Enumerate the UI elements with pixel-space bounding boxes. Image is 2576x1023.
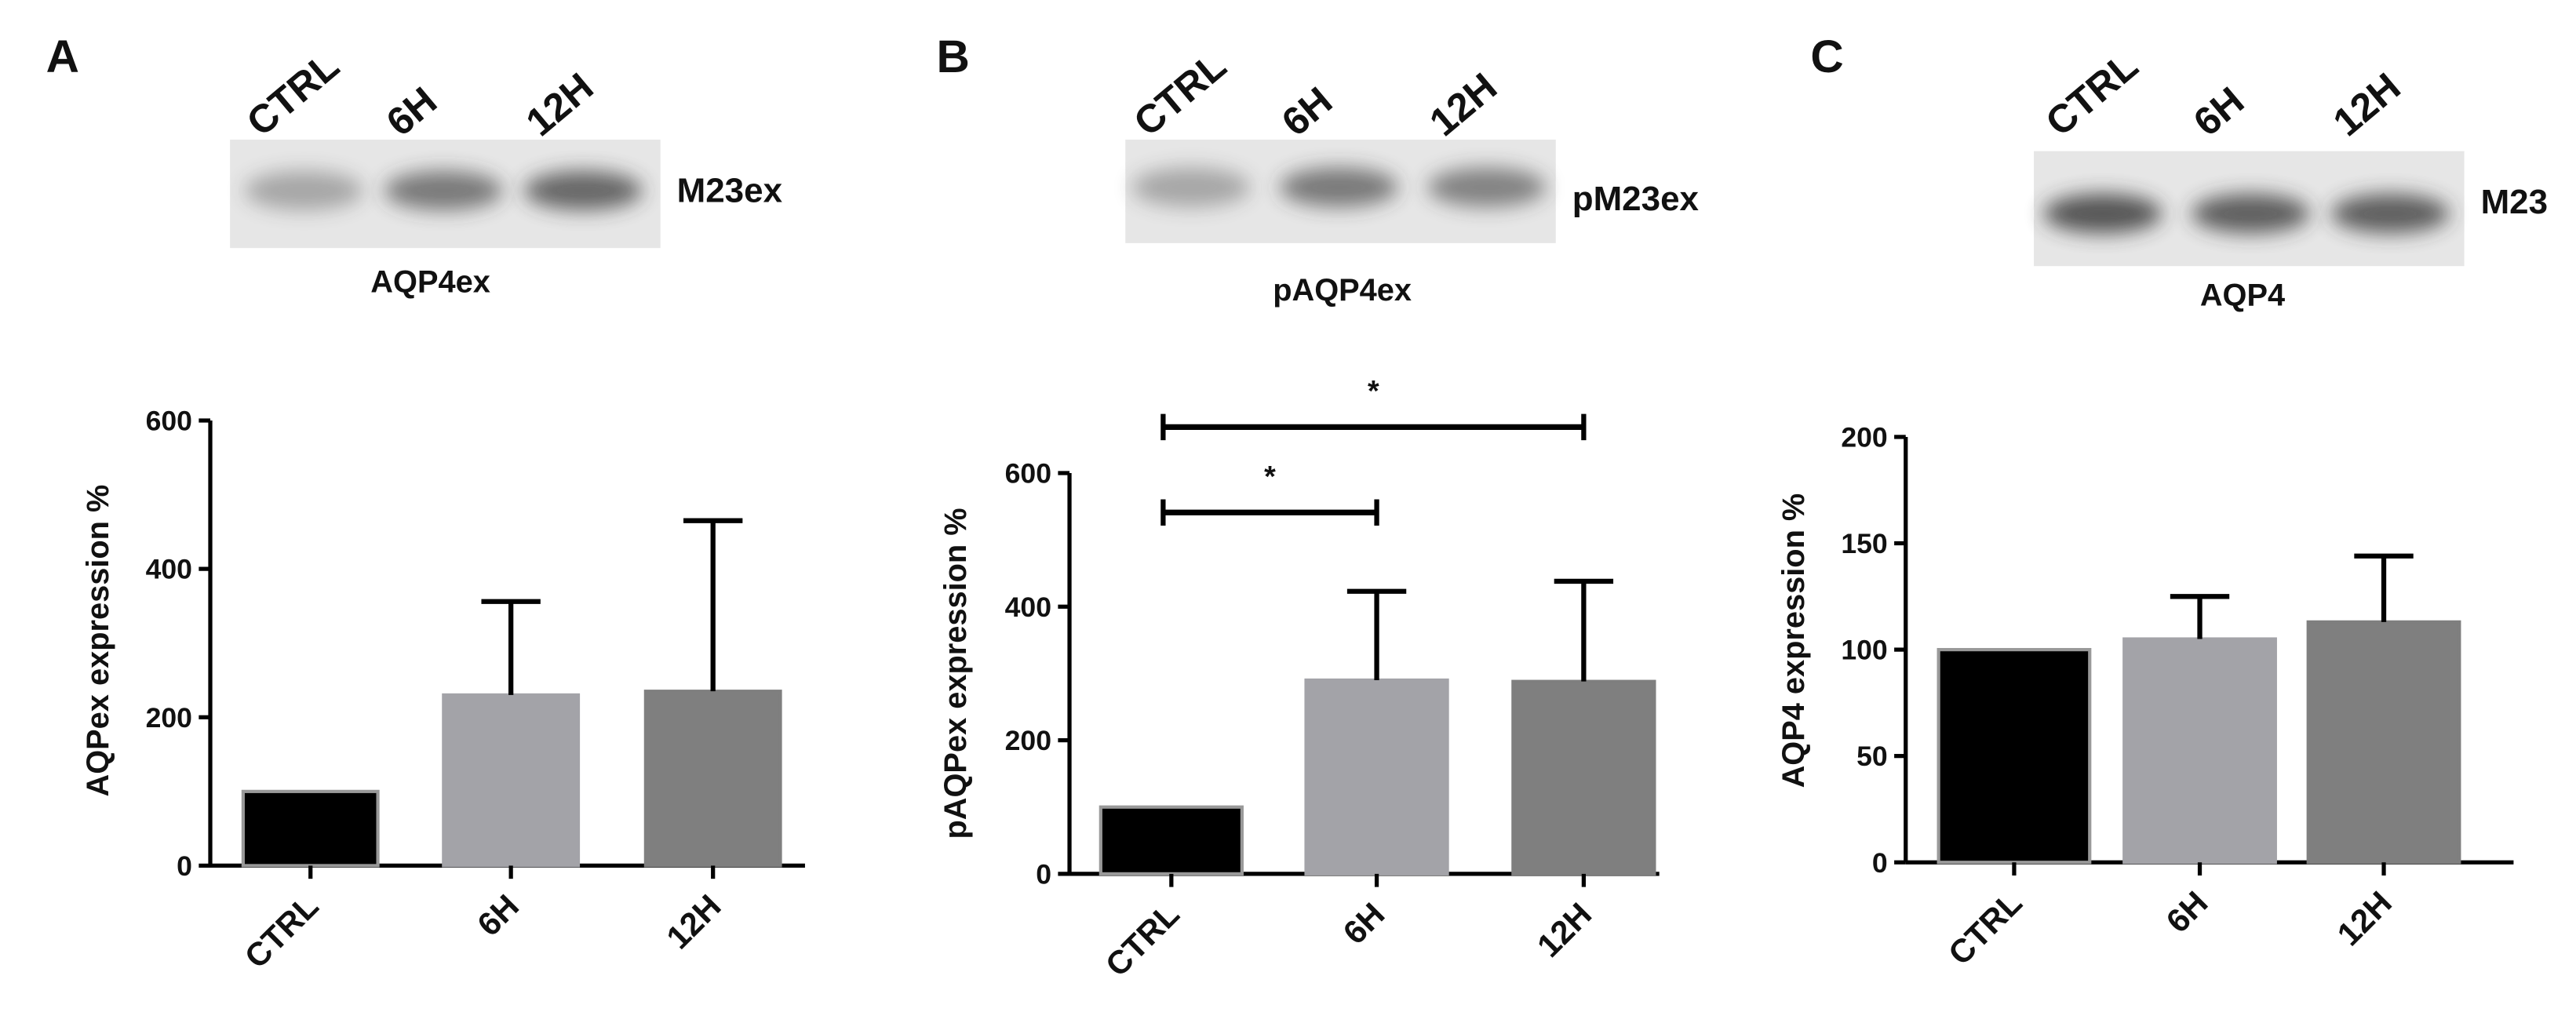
y-tick-label: 0 xyxy=(1872,847,1888,879)
lane-label: 6H xyxy=(378,78,445,144)
y-tick-label: 50 xyxy=(1856,741,1888,772)
blot-band xyxy=(523,170,643,211)
significance-label: * xyxy=(1368,374,1379,407)
y-tick-label: 400 xyxy=(146,554,192,585)
y-axis-label: pAQPex expression % xyxy=(938,508,973,839)
lane-label: CTRL xyxy=(2038,43,2147,144)
y-tick-label: 200 xyxy=(1005,725,1051,756)
x-tick-label: CTRL xyxy=(1099,895,1186,983)
x-tick-label: 12H xyxy=(1530,895,1599,964)
lane-label: 12H xyxy=(1421,64,1505,144)
bar xyxy=(1511,679,1656,876)
y-tick-label: 100 xyxy=(1841,635,1887,666)
bar xyxy=(1099,805,1244,876)
panel-letter: B xyxy=(936,31,969,82)
panel-letter: A xyxy=(46,31,79,82)
panel-letter: C xyxy=(1810,31,1843,82)
x-tick-label: CTRL xyxy=(237,887,325,975)
blot-band xyxy=(2043,194,2162,234)
blot-marker: M23ex xyxy=(677,172,783,210)
x-tick-label: 6H xyxy=(1335,895,1391,951)
bar xyxy=(2306,620,2461,865)
x-tick-label: 6H xyxy=(2159,884,2214,940)
y-tick-label: 200 xyxy=(1841,422,1887,453)
blot-band xyxy=(1280,167,1398,207)
blot-marker: pM23ex xyxy=(1572,180,1700,218)
y-axis-label: AQPex expression % xyxy=(81,485,115,797)
bar xyxy=(241,789,380,868)
x-tick-label: 12H xyxy=(2330,884,2399,953)
lane-label: 6H xyxy=(1273,78,1340,144)
lane-label: CTRL xyxy=(1126,43,1235,144)
y-tick-label: 600 xyxy=(1005,458,1051,490)
blot-band xyxy=(2331,194,2450,234)
lane-label: CTRL xyxy=(239,43,348,144)
y-tick-label: 200 xyxy=(146,702,192,734)
blot-caption: pAQP4ex xyxy=(1273,273,1412,308)
bar xyxy=(643,690,782,868)
blot-band xyxy=(244,170,363,211)
y-tick-label: 600 xyxy=(146,406,192,437)
bar xyxy=(442,693,581,868)
blot-caption: AQP4ex xyxy=(370,265,490,300)
y-axis-label: AQP4 expression % xyxy=(1776,493,1811,788)
x-tick-label: 6H xyxy=(470,887,526,943)
lane-label: 12H xyxy=(2325,64,2409,144)
y-tick-label: 0 xyxy=(1036,858,1051,890)
bar xyxy=(1937,647,2092,865)
blot-caption: AQP4 xyxy=(2200,278,2285,312)
blot-band xyxy=(2192,194,2310,234)
y-tick-label: 400 xyxy=(1005,592,1051,623)
y-tick-label: 150 xyxy=(1841,528,1887,559)
y-tick-label: 0 xyxy=(177,850,192,882)
blot-band xyxy=(1427,167,1547,207)
blot-band xyxy=(1131,167,1251,207)
lane-label: 6H xyxy=(2185,78,2252,144)
bar xyxy=(2122,637,2277,865)
lane-label: 12H xyxy=(518,64,602,144)
x-tick-label: CTRL xyxy=(1941,884,2029,972)
blot-band xyxy=(384,170,503,211)
blot-marker: M23 xyxy=(2481,183,2549,221)
significance-label: * xyxy=(1264,460,1276,493)
bar xyxy=(1304,678,1449,876)
x-tick-label: 12H xyxy=(659,887,728,956)
